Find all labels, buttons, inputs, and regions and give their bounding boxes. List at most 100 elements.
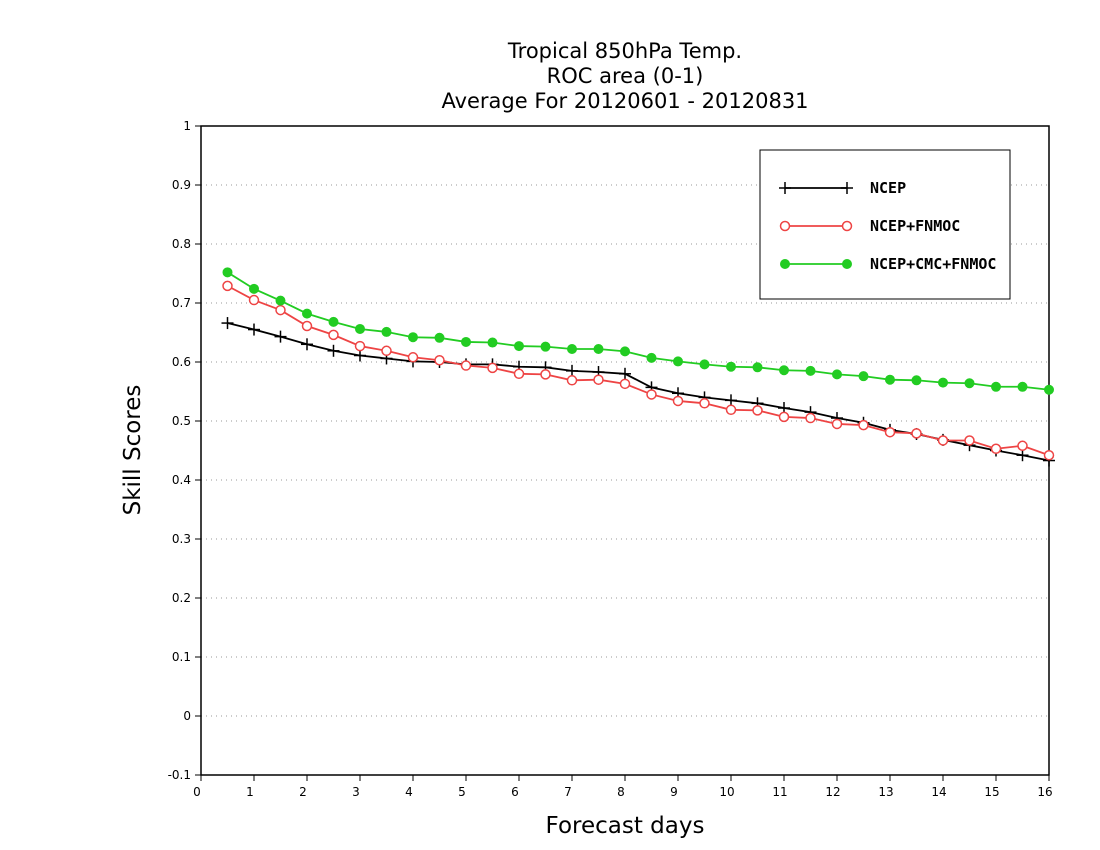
data-point (408, 332, 418, 343)
data-point (275, 304, 286, 316)
data-point (275, 295, 286, 306)
legend-entry: NCEP (779, 179, 906, 197)
series-ncep-cmc-fnmoc (222, 267, 1054, 395)
data-point (301, 320, 313, 332)
data-point (593, 374, 604, 385)
y-tick-label: 0.4 (172, 473, 191, 487)
data-point (1043, 449, 1055, 461)
data-point (221, 317, 234, 330)
data-point (407, 352, 419, 363)
legend-box (759, 149, 1011, 300)
x-tick-label: 13 (878, 785, 893, 799)
legend-label: NCEP+FNMOC (870, 217, 960, 235)
data-point (593, 344, 604, 355)
data-point (540, 369, 551, 380)
data-point (355, 323, 365, 334)
series-line (227, 322, 1050, 462)
legend-marker (841, 220, 853, 232)
x-tick-label: 9 (670, 785, 678, 799)
data-point (434, 354, 445, 366)
data-point (514, 341, 524, 352)
data-point (752, 405, 763, 416)
legend-entry: NCEP+FNMOC (779, 217, 960, 235)
data-point (248, 294, 260, 306)
data-point (302, 308, 312, 319)
data-point (673, 356, 683, 367)
data-point (938, 377, 948, 388)
x-tick-label: 4 (405, 785, 413, 799)
data-point (222, 267, 233, 278)
data-point (991, 381, 1001, 392)
legend: NCEP NCEP+FNMOC NCEP+CMC+FNMOC (759, 149, 1011, 300)
data-point (487, 337, 498, 348)
y-axis-title: Skill Scores (120, 385, 146, 516)
data-point (540, 341, 551, 352)
series-line (227, 285, 1050, 457)
data-point (461, 336, 471, 347)
x-tick-label: 10 (719, 785, 734, 799)
x-tick-label: 2 (299, 785, 307, 799)
data-point (911, 428, 922, 439)
data-point (646, 389, 657, 400)
data-point (620, 346, 630, 357)
data-point (805, 365, 816, 376)
y-tick-label: 0.8 (172, 237, 191, 251)
y-tick-label: 0.1 (172, 650, 191, 664)
x-tick-label: 6 (511, 785, 519, 799)
x-tick-label: 12 (825, 785, 840, 799)
data-point (778, 411, 790, 423)
legend-marker (779, 182, 791, 194)
data-point (1016, 449, 1029, 462)
data-point (619, 367, 631, 380)
series-lines (221, 267, 1055, 467)
data-point (672, 395, 684, 407)
legend-marker (779, 220, 791, 232)
data-point (779, 365, 789, 376)
data-point (487, 362, 498, 374)
data-point (964, 378, 975, 389)
title-line-2: ROC area (0-1) (547, 64, 704, 88)
data-point (725, 394, 737, 407)
data-point (1044, 384, 1054, 395)
data-point (646, 352, 657, 363)
data-point (222, 280, 233, 292)
data-point (327, 344, 340, 357)
chart-title: Tropical 850hPa Temp. ROC area (0-1) Ave… (441, 39, 808, 113)
data-point (911, 375, 922, 386)
legend-label: NCEP+CMC+FNMOC (870, 255, 996, 273)
y-tick-label: -0.1 (168, 768, 191, 782)
legend-label: NCEP (870, 179, 906, 197)
title-line-1: Tropical 850hPa Temp. (507, 39, 742, 63)
y-tick-label: 0 (183, 709, 191, 723)
data-point (858, 371, 869, 382)
data-point (328, 316, 339, 327)
data-point (937, 435, 949, 446)
data-point (725, 404, 737, 416)
data-point (990, 443, 1002, 454)
legend-entry: NCEP+CMC+FNMOC (780, 255, 996, 273)
legend-marker (780, 259, 790, 269)
data-point (699, 359, 710, 370)
data-point (884, 426, 896, 438)
data-point (301, 338, 313, 351)
data-point (567, 344, 577, 355)
y-tick-label: 0.6 (172, 355, 191, 369)
x-tick-label: 3 (352, 785, 360, 799)
x-tick-label: 7 (564, 785, 572, 799)
data-point (354, 340, 366, 352)
data-point (619, 378, 631, 390)
data-point (726, 361, 736, 372)
data-point (249, 283, 259, 294)
data-point (513, 368, 525, 380)
x-tick-label: 8 (617, 785, 625, 799)
y-tick-label: 1 (183, 119, 191, 133)
y-tick-label: 0.2 (172, 591, 191, 605)
data-point (328, 329, 339, 341)
x-tick-label: 0 (193, 785, 201, 799)
x-tick-label: 14 (931, 785, 946, 799)
data-point (381, 326, 392, 337)
x-tick-label: 1 (246, 785, 254, 799)
series-ncep-fnmoc (222, 280, 1055, 461)
legend-marker (841, 182, 853, 194)
y-tick-label: 0.5 (172, 414, 191, 428)
